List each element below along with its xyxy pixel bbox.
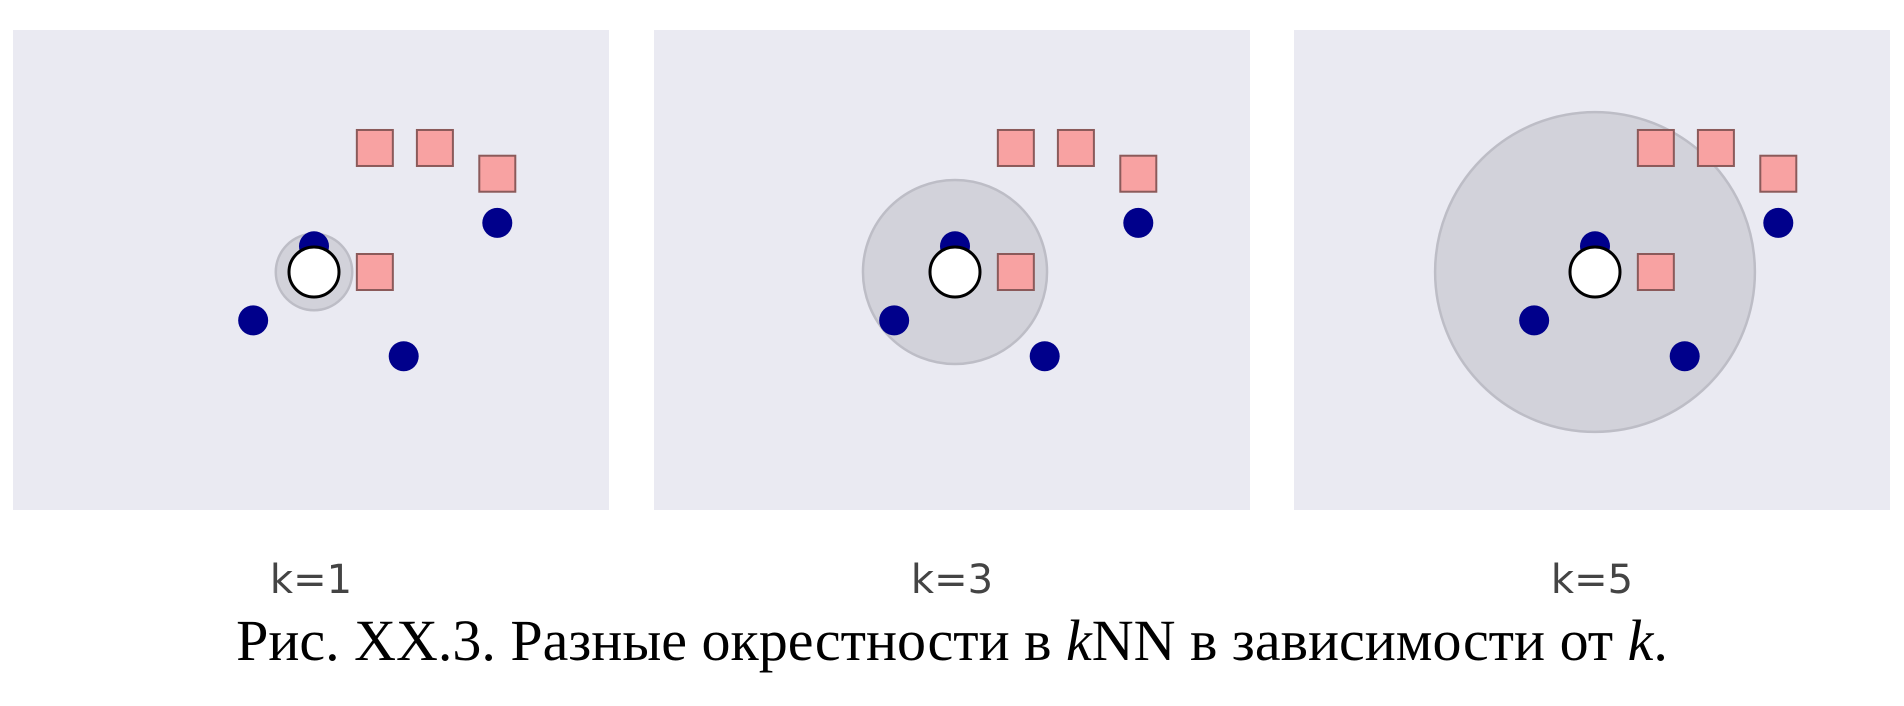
blue-circle-point: [1519, 305, 1550, 336]
blue-circle-point: [1763, 207, 1794, 238]
blue-circle-point: [1669, 341, 1700, 372]
red-square-point: [1636, 128, 1675, 167]
red-square-point: [1056, 128, 1095, 167]
panel-marks: [238, 128, 517, 372]
red-square-point: [1636, 253, 1675, 291]
blue-circle-point: [1123, 207, 1154, 238]
blue-circle-point: [879, 305, 910, 336]
panel-label: k=5: [1551, 557, 1633, 603]
panel-marks: [1433, 110, 1798, 434]
figure-caption: Рис. XX.3. Разные окрестности в kNN в за…: [0, 612, 1904, 670]
red-square-point: [996, 128, 1035, 167]
caption-nn: NN: [1091, 608, 1176, 673]
panel-label: k=1: [270, 557, 352, 603]
red-square-point: [355, 253, 394, 291]
red-square-point: [355, 128, 394, 167]
panel-k3: k=3: [654, 30, 1250, 603]
panel-label: k=3: [911, 557, 993, 603]
panel-k5: k=5: [1294, 30, 1890, 603]
caption-k-end: k: [1627, 608, 1654, 673]
red-square-point: [1696, 128, 1735, 167]
red-square-point: [1119, 154, 1158, 193]
caption-prefix: Рис. XX.3. Разные окрестности в: [236, 608, 1067, 673]
blue-circle-point: [482, 207, 513, 238]
red-square-point: [415, 128, 454, 167]
red-square-point: [996, 253, 1035, 291]
caption-k: k: [1066, 608, 1092, 673]
red-square-point: [1759, 154, 1798, 193]
query-point: [287, 245, 341, 299]
caption-suffix: в зависимости от: [1175, 608, 1628, 673]
panel-marks: [861, 128, 1158, 372]
query-point: [928, 245, 982, 299]
blue-circle-point: [388, 341, 419, 372]
blue-circle-point: [238, 305, 269, 336]
query-point: [1568, 245, 1622, 299]
caption-period: .: [1653, 608, 1668, 673]
panel-k1: k=1: [13, 30, 609, 603]
blue-circle-point: [1029, 341, 1060, 372]
red-square-point: [478, 154, 517, 193]
